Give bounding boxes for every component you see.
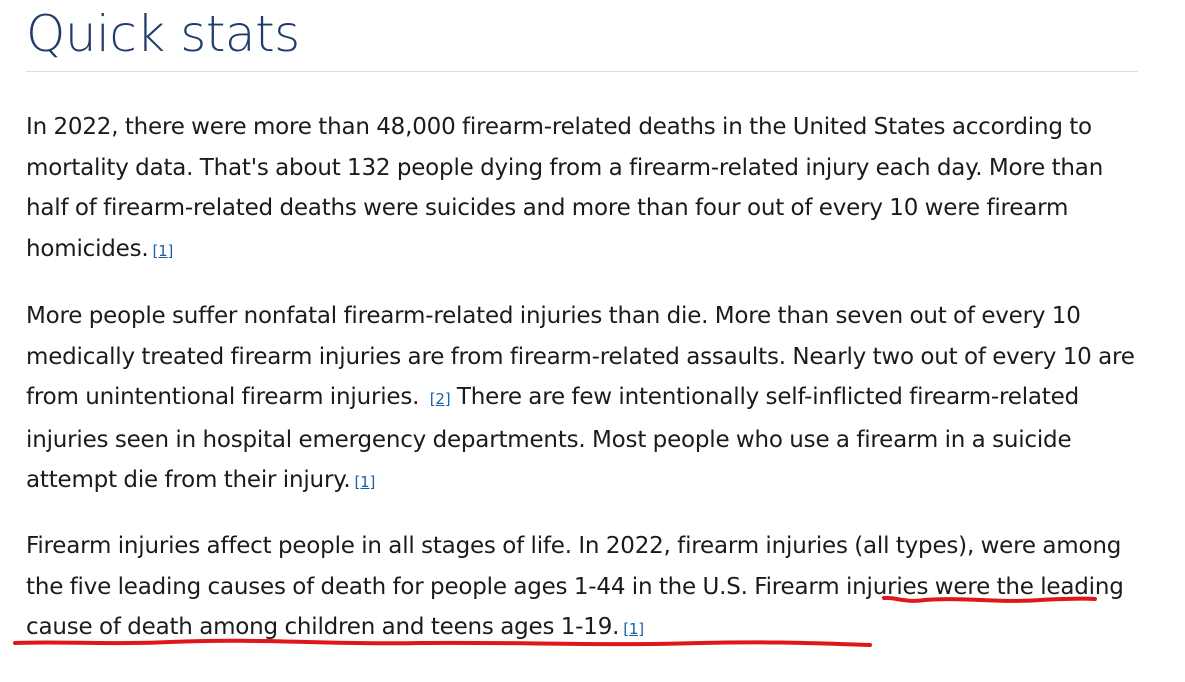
paragraph-life-stages: Firearm injuries affect people in all st…: [26, 526, 1146, 650]
section-heading: Quick stats: [26, 5, 300, 63]
paragraph-mortality: In 2022, there were more than 48,000 fir…: [26, 107, 1146, 271]
citation-link[interactable]: [2]: [429, 390, 451, 408]
heading-divider: [26, 71, 1138, 72]
citation-link[interactable]: [1]: [623, 620, 644, 638]
paragraph-nonfatal-injuries: More people suffer nonfatal firearm-rela…: [26, 296, 1146, 503]
paragraph-text: There are few intentionally self-inflict…: [26, 384, 1079, 493]
citation-link[interactable]: [1]: [354, 473, 376, 491]
paragraph-text: More people suffer nonfatal firearm-rela…: [26, 303, 1135, 410]
paragraph-text: Firearm injuries affect people in all st…: [26, 533, 1124, 640]
citation-link[interactable]: [1]: [152, 241, 174, 260]
paragraph-text: In 2022, there were more than 48,000 fir…: [26, 114, 1104, 262]
